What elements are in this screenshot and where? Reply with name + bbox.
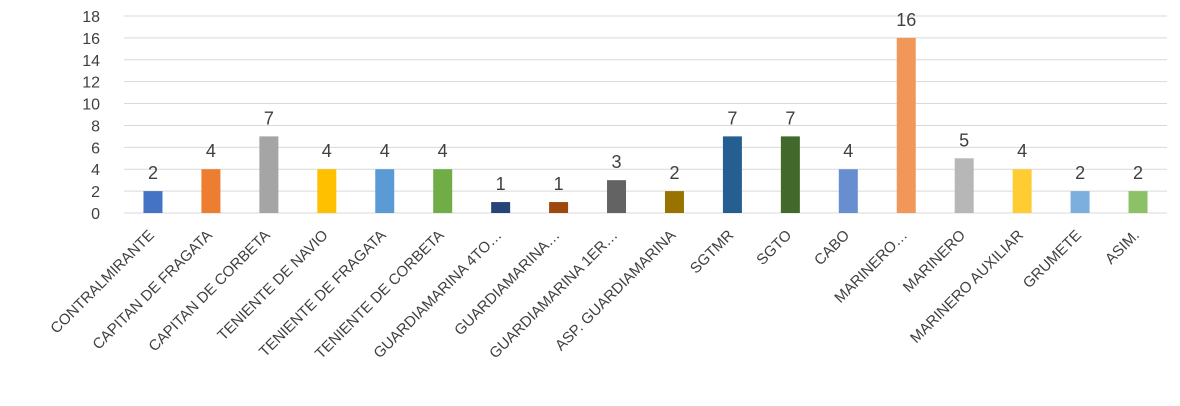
- data-label: 2: [1075, 163, 1085, 183]
- y-tick-label: 6: [91, 140, 100, 157]
- category-label: CONTRALMIRANTE: [47, 227, 157, 337]
- y-tick-label: 8: [91, 118, 100, 135]
- y-tick-label: 4: [91, 162, 100, 179]
- bar: [1012, 169, 1032, 213]
- gridlines: [124, 15, 1167, 214]
- data-label: 2: [669, 163, 679, 183]
- bar: [549, 202, 569, 213]
- bar: [838, 169, 858, 213]
- bar: [896, 37, 916, 214]
- bar: [259, 136, 279, 213]
- category-label: SGTO: [753, 227, 795, 269]
- data-label: 16: [896, 10, 916, 30]
- bar: [375, 169, 395, 213]
- data-label: 4: [843, 141, 853, 161]
- category-label: ASIM.: [1102, 227, 1143, 268]
- category-label: TENIENTE DE NAVIO: [214, 227, 331, 344]
- category-label: GUARDIAMARINA…: [451, 227, 563, 339]
- data-label: 7: [264, 108, 274, 128]
- y-tick-label: 2: [91, 184, 100, 201]
- bar: [433, 169, 453, 213]
- bar: [1070, 191, 1090, 213]
- data-label: 4: [1017, 141, 1027, 161]
- y-axis-tick-labels: 0 2 4 6 8 10 12 14 16 18: [82, 9, 100, 223]
- bar: [607, 180, 627, 213]
- bar: [722, 136, 742, 213]
- bar: [664, 191, 684, 213]
- data-label: 7: [785, 108, 795, 128]
- bar: [143, 191, 163, 213]
- category-label: SGTMR: [687, 227, 737, 277]
- y-tick-label: 12: [82, 75, 100, 92]
- y-tick-label: 14: [82, 53, 100, 70]
- category-label: MARINERO AUXILIAR: [907, 227, 1027, 347]
- bar: [954, 158, 974, 213]
- bar: [317, 169, 337, 213]
- bar: [780, 136, 800, 213]
- y-tick-label: 18: [82, 9, 100, 26]
- data-label: 1: [496, 174, 506, 194]
- category-label: ASP. GUARDIAMARINA: [552, 227, 679, 354]
- data-labels: 2 4 7 4 4 4 1 1 3 2 7 7 4 16 5 4 2 2: [148, 10, 1143, 194]
- category-label: GRUMETE: [1020, 227, 1085, 292]
- y-tick-label: 16: [82, 31, 100, 48]
- bar: [201, 169, 221, 213]
- y-tick-label: 0: [91, 206, 100, 223]
- bar: [1128, 191, 1148, 213]
- data-label: 1: [554, 174, 564, 194]
- data-label: 4: [322, 141, 332, 161]
- data-label: 7: [727, 108, 737, 128]
- category-label: CAPITAN DE FRAGATA: [89, 227, 215, 353]
- data-label: 4: [206, 141, 216, 161]
- bars: [143, 37, 1148, 214]
- data-label: 3: [612, 152, 622, 172]
- data-label: 4: [438, 141, 448, 161]
- bar: [491, 202, 511, 213]
- data-label: 2: [1133, 163, 1143, 183]
- y-tick-label: 10: [82, 97, 100, 114]
- data-label: 5: [959, 130, 969, 150]
- category-label: CABO: [811, 227, 853, 269]
- data-label: 4: [380, 141, 390, 161]
- data-label: 2: [148, 163, 158, 183]
